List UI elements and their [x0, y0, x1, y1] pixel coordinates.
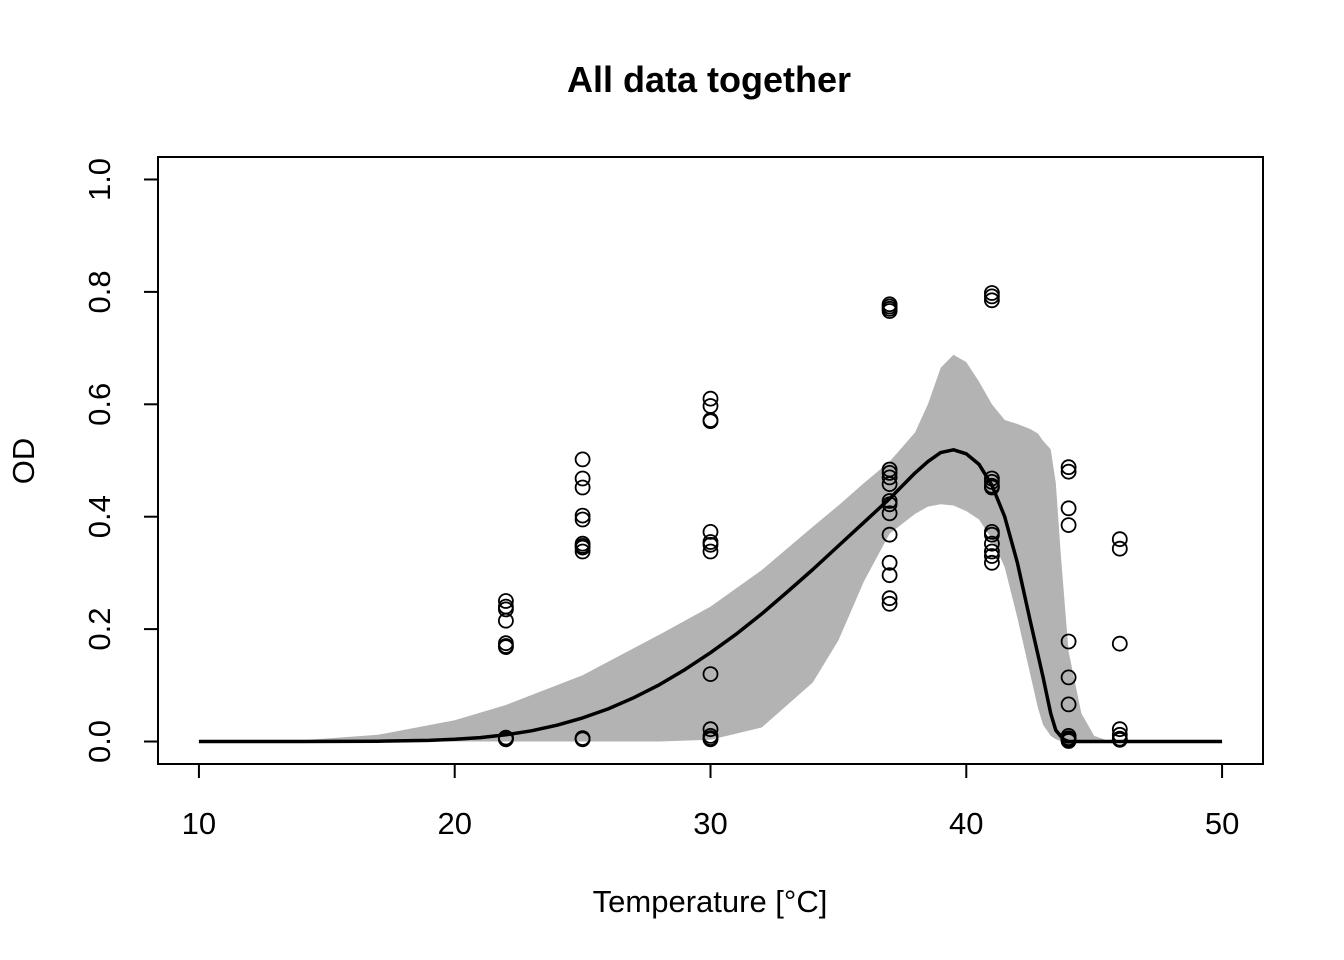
data-point	[1111, 635, 1128, 652]
confidence-band	[198, 354, 1223, 742]
data-point	[574, 470, 591, 487]
data-point	[1060, 633, 1077, 650]
y-tick-label: 1.0	[82, 158, 117, 201]
data-point	[1060, 463, 1077, 480]
data-point	[984, 292, 1000, 309]
x-tick-label: 20	[437, 806, 471, 841]
data-point	[984, 548, 1000, 564]
y-tick-label: 0.4	[82, 495, 117, 538]
data-point	[881, 505, 898, 522]
data-point	[881, 303, 898, 319]
data-point	[1060, 696, 1077, 713]
data-point	[574, 479, 591, 496]
data-point	[497, 593, 514, 609]
data-point	[984, 543, 1000, 560]
data-point	[574, 507, 591, 524]
data-point	[497, 639, 514, 655]
data-point	[1111, 731, 1128, 748]
data-point	[702, 390, 719, 407]
data-point	[1111, 531, 1128, 548]
data-point	[881, 595, 898, 612]
data-point	[702, 413, 719, 430]
data-point	[702, 536, 719, 553]
data-point	[881, 469, 898, 486]
data-point	[984, 479, 1000, 496]
data-point	[574, 543, 591, 560]
chart-title: All data together	[567, 59, 851, 100]
data-point	[984, 473, 1000, 490]
x-tick-label: 10	[182, 806, 216, 841]
y-axis: 0.0 0.2 0.4 0.6 0.8 1.0	[82, 158, 159, 763]
y-tick-label: 0.0	[82, 720, 117, 763]
y-tick-label: 0.2	[82, 608, 117, 651]
x-tick-label: 40	[949, 806, 983, 841]
data-point	[984, 526, 1000, 543]
data-point	[881, 567, 898, 584]
data-point	[1111, 721, 1128, 738]
data-point	[574, 451, 591, 468]
data-point	[881, 476, 898, 493]
data-point	[1060, 459, 1077, 476]
y-axis-label: OD	[6, 438, 41, 485]
data-point	[1060, 669, 1077, 686]
fitted-curve-layer	[198, 448, 1223, 744]
data-point	[984, 288, 1000, 305]
confidence-band-layer	[198, 354, 1223, 742]
data-point	[881, 590, 898, 607]
y-tick-label: 0.6	[82, 383, 117, 426]
data-point	[574, 511, 591, 528]
fitted-curve	[198, 448, 1223, 744]
data-point	[984, 535, 1000, 552]
data-points-layer	[497, 285, 1128, 749]
data-point	[702, 721, 719, 738]
data-point	[702, 524, 719, 540]
x-axis: 10 20 30 40 50	[182, 763, 1239, 841]
x-tick-label: 50	[1205, 806, 1239, 841]
data-point	[881, 496, 898, 513]
data-point	[1060, 517, 1077, 533]
data-point	[574, 539, 591, 556]
data-point	[497, 612, 514, 629]
data-point	[881, 554, 898, 571]
data-point	[984, 554, 1000, 571]
data-point	[1111, 726, 1128, 743]
data-point	[497, 730, 514, 746]
data-point	[1060, 500, 1077, 517]
data-point	[702, 731, 719, 748]
data-point	[702, 666, 719, 682]
y-tick-label: 0.8	[82, 270, 117, 313]
x-tick-label: 30	[693, 806, 727, 841]
x-axis-label: Temperature [°C]	[593, 884, 828, 919]
data-point	[881, 464, 898, 481]
data-point	[1060, 733, 1077, 749]
data-point	[702, 543, 719, 560]
data-point	[1111, 540, 1128, 557]
data-point	[881, 526, 898, 543]
data-point	[574, 730, 591, 747]
